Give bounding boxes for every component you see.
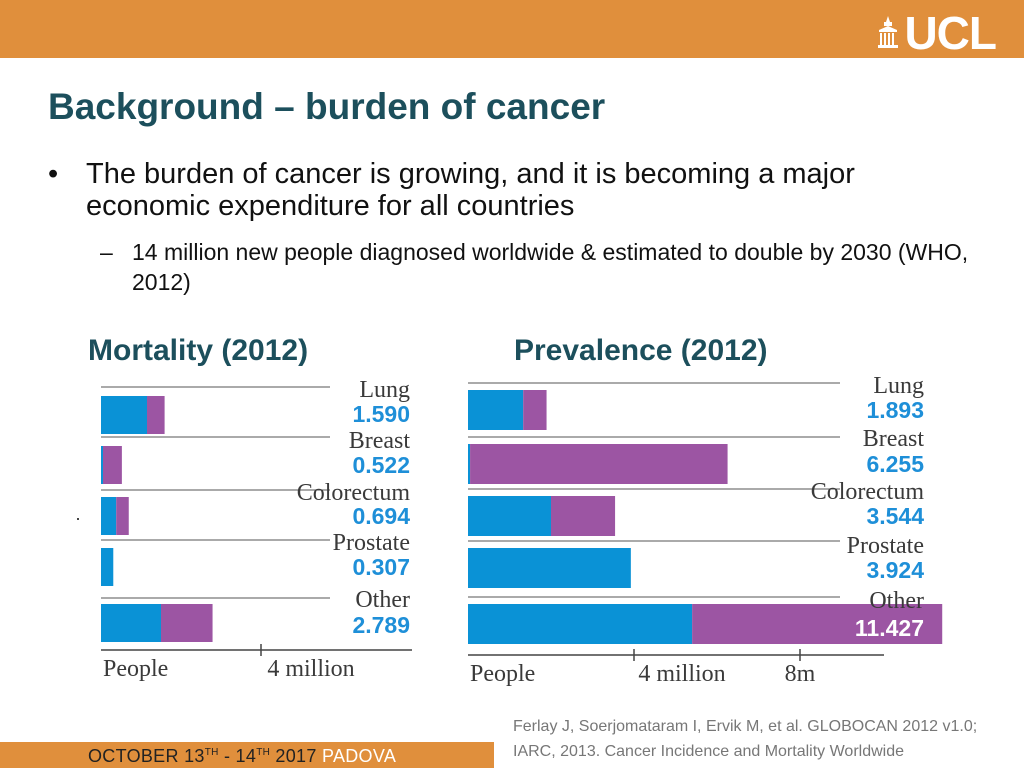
x-axis-label: People [103,656,168,682]
bullet-main: • The burden of cancer is growing, and i… [48,158,948,222]
bar-breast-secondary [470,444,728,484]
bar-breast-primary [468,444,471,484]
bar-colorectum-secondary [116,497,129,535]
bullet-sub-text: 14 million new people diagnosed worldwid… [132,239,969,295]
event-date-sup2: TH [256,747,271,758]
category-label-other: Other [869,588,924,614]
bar-colorectum-primary [468,496,551,536]
prevalence-chart-title: Prevalence (2012) [514,334,768,367]
category-label-breast: Breast [863,426,925,452]
stray-dot [77,518,79,520]
category-label-prostate: Prostate [333,530,410,556]
bar-other-secondary [692,604,943,644]
bar-breast-primary [101,446,103,484]
slide-title: Background – burden of cancer [48,86,606,127]
bar-lung-primary [101,396,147,434]
citation-line-1: Ferlay J, Soerjomataram I, Ervik M, et a… [513,718,978,735]
value-label-breast: 0.522 [352,452,410,478]
bar-colorectum-secondary [551,496,616,536]
event-date-start: OCTOBER 13 [88,746,205,766]
bar-lung-secondary [523,390,547,430]
event-date-end: - 14 [218,746,257,766]
portico-icon [878,16,899,48]
value-label-lung: 1.893 [866,397,924,423]
category-label-lung: Lung [359,377,410,403]
mortality-chart-title: Mortality (2012) [88,334,309,367]
value-label-colorectum: 3.544 [866,503,924,529]
x-tick-label: 4 million [267,656,354,682]
bullet-main-text: The burden of cancer is growing, and it … [86,158,855,222]
event-city: PADOVA [321,746,397,766]
category-label-prostate: Prostate [847,533,924,559]
value-label-colorectum: 0.694 [352,503,410,529]
x-tick-label: 4 million [638,661,725,687]
citation-line-2: IARC, 2013. Cancer Incidence and Mortali… [513,743,904,760]
value-label-prostate: 3.924 [866,557,924,583]
bottom-banner [0,742,494,768]
bar-colorectum-primary [101,497,117,535]
bullet-dot: • [48,158,59,190]
x-tick-label: 8m [785,661,816,687]
x-axis-label: People [470,661,535,687]
category-label-breast: Breast [349,428,411,454]
logo-wordmark: UCL [904,7,997,59]
bullet-dash: – [100,239,113,265]
bar-other-primary [101,604,161,642]
value-label-prostate: 0.307 [352,554,410,580]
value-label-lung: 1.590 [352,401,410,427]
category-label-other: Other [355,587,410,613]
bar-breast-secondary [103,446,122,484]
bar-lung-secondary [147,396,165,434]
event-date-sup1: TH [204,747,219,758]
value-label-breast: 6.255 [866,451,924,477]
bar-prostate-primary [101,548,114,586]
bullet-sub: – 14 million new people diagnosed worldw… [100,237,980,297]
bar-other-primary [468,604,693,644]
citation: Ferlay J, Soerjomataram I, Ervik M, et a… [513,714,1023,764]
top-banner [0,0,1024,58]
bar-other-secondary [161,604,213,642]
ucl-logo: UCL [878,7,997,59]
event-date: OCTOBER 13TH - 14TH 2017 PADOVA [88,746,396,767]
bar-lung-primary [468,390,524,430]
category-label-colorectum: Colorectum [811,479,925,505]
category-label-colorectum: Colorectum [297,480,411,506]
value-label-other: 11.427 [855,615,924,641]
bar-prostate-primary [468,548,631,588]
category-label-lung: Lung [873,373,924,399]
event-year: 2017 [270,746,322,766]
value-label-other: 2.789 [352,612,410,638]
